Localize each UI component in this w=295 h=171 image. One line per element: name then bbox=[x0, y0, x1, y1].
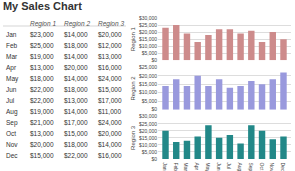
svg-text:$21,000: $21,000 bbox=[30, 119, 54, 126]
svg-text:Region 2: Region 2 bbox=[130, 76, 136, 101]
svg-text:$18,000: $18,000 bbox=[64, 86, 88, 93]
svg-text:$17,000: $17,000 bbox=[64, 119, 88, 126]
svg-text:Oct: Oct bbox=[6, 130, 16, 137]
svg-text:May: May bbox=[6, 75, 19, 83]
svg-text:$25,000: $25,000 bbox=[30, 42, 54, 49]
svg-text:$15,000: $15,000 bbox=[64, 130, 88, 137]
svg-text:$5,000: $5,000 bbox=[142, 98, 158, 104]
svg-text:$19,000: $19,000 bbox=[30, 108, 54, 115]
svg-text:$25,000: $25,000 bbox=[139, 121, 157, 127]
svg-text:$30,000: $30,000 bbox=[139, 15, 157, 21]
svg-text:Mar: Mar bbox=[183, 163, 189, 171]
svg-text:$15,000: $15,000 bbox=[30, 152, 54, 159]
svg-text:Jun: Jun bbox=[6, 86, 17, 93]
svg-text:Apr: Apr bbox=[6, 64, 17, 72]
svg-text:Nov: Nov bbox=[6, 141, 18, 148]
svg-text:$15,000: $15,000 bbox=[139, 36, 157, 42]
svg-text:$14,000: $14,000 bbox=[64, 53, 88, 60]
svg-text:$0: $0 bbox=[151, 57, 157, 63]
svg-text:$22,000: $22,000 bbox=[64, 152, 88, 159]
svg-text:$14,000: $14,000 bbox=[98, 141, 122, 148]
svg-text:Dec: Dec bbox=[6, 152, 18, 159]
svg-text:May: May bbox=[205, 163, 211, 171]
svg-text:$20,000: $20,000 bbox=[139, 73, 157, 79]
svg-text:$13,000: $13,000 bbox=[64, 97, 88, 104]
svg-text:$20,000: $20,000 bbox=[64, 64, 88, 71]
svg-text:$14,000: $14,000 bbox=[64, 75, 88, 82]
svg-text:$16,000: $16,000 bbox=[98, 152, 122, 159]
svg-text:$23,000: $23,000 bbox=[30, 31, 54, 38]
svg-text:Jul: Jul bbox=[226, 163, 232, 169]
svg-text:$15,000: $15,000 bbox=[139, 135, 157, 141]
svg-text:$25,000: $25,000 bbox=[139, 22, 157, 28]
svg-text:$20,000: $20,000 bbox=[98, 130, 122, 137]
svg-text:My Sales Chart: My Sales Chart bbox=[3, 0, 82, 12]
svg-text:Aug: Aug bbox=[237, 163, 243, 171]
svg-text:$15,000: $15,000 bbox=[139, 81, 157, 87]
svg-text:Nov: Nov bbox=[269, 163, 275, 171]
svg-text:$14,000: $14,000 bbox=[64, 108, 88, 115]
svg-text:Region 3: Region 3 bbox=[130, 125, 136, 150]
svg-text:Feb: Feb bbox=[6, 42, 18, 49]
svg-text:$20,000: $20,000 bbox=[139, 29, 157, 35]
svg-text:$24,000: $24,000 bbox=[98, 75, 122, 82]
svg-text:$22,000: $22,000 bbox=[30, 97, 54, 104]
svg-text:$13,000: $13,000 bbox=[30, 130, 54, 137]
svg-text:$0: $0 bbox=[151, 156, 157, 162]
svg-text:Region 1: Region 1 bbox=[30, 20, 56, 28]
svg-text:$10,000: $10,000 bbox=[139, 89, 157, 95]
svg-text:$5,000: $5,000 bbox=[142, 50, 158, 56]
svg-text:$18,000: $18,000 bbox=[30, 75, 54, 82]
svg-text:Dec: Dec bbox=[280, 163, 286, 171]
svg-text:$24,000: $24,000 bbox=[98, 119, 122, 126]
svg-text:Region 2: Region 2 bbox=[64, 20, 90, 28]
svg-text:$15,000: $15,000 bbox=[98, 86, 122, 93]
svg-text:$16,000: $16,000 bbox=[98, 64, 122, 71]
svg-text:Jun: Jun bbox=[216, 163, 222, 171]
svg-text:$11,000: $11,000 bbox=[98, 108, 121, 115]
svg-text:$5,000: $5,000 bbox=[142, 149, 158, 155]
svg-text:Region 1: Region 1 bbox=[130, 26, 136, 51]
svg-text:Jan: Jan bbox=[162, 163, 168, 171]
svg-text:$17,000: $17,000 bbox=[98, 97, 122, 104]
svg-text:$10,000: $10,000 bbox=[139, 43, 157, 49]
svg-text:$0: $0 bbox=[151, 106, 157, 112]
svg-text:$18,000: $18,000 bbox=[64, 141, 88, 148]
svg-text:Apr: Apr bbox=[194, 163, 200, 171]
svg-text:$12,000: $12,000 bbox=[98, 42, 122, 49]
svg-text:Jan: Jan bbox=[6, 31, 17, 38]
svg-text:Sep: Sep bbox=[6, 119, 18, 127]
svg-text:Sep: Sep bbox=[248, 163, 254, 171]
svg-text:$14,000: $14,000 bbox=[64, 31, 88, 38]
svg-text:Oct: Oct bbox=[259, 163, 265, 171]
svg-text:$13,000: $13,000 bbox=[30, 64, 54, 71]
svg-text:$20,000: $20,000 bbox=[139, 128, 157, 134]
svg-text:$19,000: $19,000 bbox=[30, 53, 54, 60]
svg-text:$25,000: $25,000 bbox=[139, 64, 157, 70]
svg-text:$10,000: $10,000 bbox=[139, 142, 157, 148]
svg-text:Aug: Aug bbox=[6, 108, 18, 116]
svg-text:$30,000: $30,000 bbox=[139, 113, 157, 119]
svg-text:$22,000: $22,000 bbox=[30, 86, 54, 93]
svg-text:$13,000: $13,000 bbox=[98, 53, 122, 60]
svg-text:$20,000: $20,000 bbox=[98, 31, 122, 38]
svg-text:Mar: Mar bbox=[6, 53, 18, 60]
svg-text:Region 3: Region 3 bbox=[98, 20, 124, 28]
svg-text:Feb: Feb bbox=[173, 163, 179, 171]
svg-text:$20,000: $20,000 bbox=[30, 141, 54, 148]
svg-text:Jul: Jul bbox=[6, 97, 15, 104]
svg-text:$18,000: $18,000 bbox=[64, 42, 88, 49]
